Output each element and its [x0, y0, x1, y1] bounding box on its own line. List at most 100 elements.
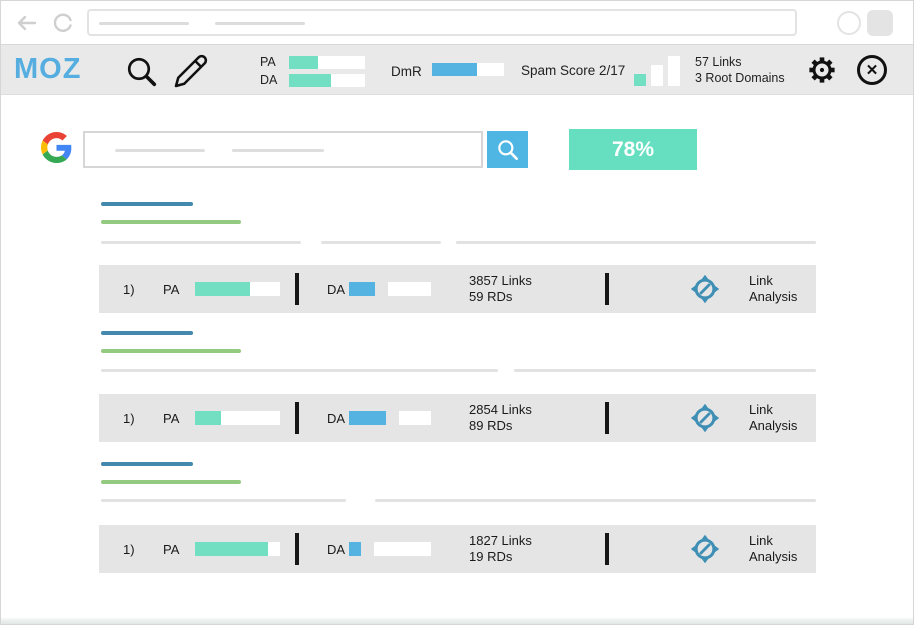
- link-analysis-line1: Link: [749, 533, 773, 548]
- link-analysis-button[interactable]: Link Analysis: [749, 273, 797, 305]
- result-rank: 1): [123, 542, 135, 557]
- link-analysis-line2: Analysis: [749, 289, 798, 304]
- da-meter-gap: [375, 282, 388, 296]
- page-score-button[interactable]: 78%: [569, 129, 697, 170]
- page-score-value: 78%: [611, 137, 655, 161]
- links-count: 1827 Links: [469, 533, 532, 548]
- google-search-input[interactable]: [83, 131, 483, 168]
- result-rank: 1): [123, 411, 135, 426]
- close-icon[interactable]: ✕: [857, 55, 887, 85]
- divider: [295, 533, 299, 565]
- result-url-placeholder: [101, 349, 241, 353]
- result-url-placeholder: [101, 220, 241, 224]
- search-submit-icon: [497, 139, 518, 160]
- dmr-meter: [432, 63, 504, 76]
- pa-meter-fill: [195, 411, 221, 425]
- root-domains-count: 3 Root Domains: [695, 71, 785, 85]
- pa-meter-fill: [195, 282, 251, 296]
- link-analysis-icon[interactable]: [689, 273, 721, 305]
- pa-meter-fill: [195, 542, 269, 556]
- da-meter-gap: [361, 542, 374, 556]
- links-count: 2854 Links: [469, 402, 532, 417]
- pa-meter: [289, 56, 365, 69]
- links-count: 3857 Links: [469, 273, 532, 288]
- query-placeholder-line: [115, 149, 205, 152]
- divider: [295, 273, 299, 305]
- url-bar[interactable]: [87, 9, 797, 36]
- edit-pencil-icon[interactable]: [173, 53, 209, 89]
- snippet-line: [514, 369, 816, 372]
- link-analysis-icon[interactable]: [689, 402, 721, 434]
- da-meter-fill: [349, 542, 362, 556]
- link-analysis-line1: Link: [749, 402, 773, 417]
- pa-meter-fill: [289, 56, 318, 69]
- url-placeholder-line: [99, 22, 189, 25]
- refresh-icon[interactable]: [51, 11, 75, 35]
- da-meter: [349, 411, 431, 425]
- spam-score-label: Spam Score 2/17: [521, 63, 626, 78]
- browser-menu-button[interactable]: [867, 10, 893, 36]
- da-meter-rest: [398, 411, 431, 425]
- profile-avatar[interactable]: [837, 11, 861, 35]
- pa-meter: [195, 411, 280, 425]
- result-rank: 1): [123, 282, 135, 297]
- da-meter-rest: [388, 282, 431, 296]
- pa-label: PA: [260, 55, 276, 69]
- rds-count: 59 RDs: [469, 289, 513, 304]
- query-placeholder-line: [232, 149, 324, 152]
- result-title-placeholder[interactable]: [101, 462, 193, 466]
- link-analysis-button[interactable]: Link Analysis: [749, 402, 797, 434]
- google-search-button[interactable]: [487, 131, 528, 168]
- result-url-placeholder: [101, 480, 241, 484]
- link-analysis-line2: Analysis: [749, 418, 798, 433]
- link-analysis-icon[interactable]: [689, 533, 721, 565]
- snippet-line: [101, 369, 498, 372]
- snippet-line: [321, 241, 441, 244]
- link-counts: 3857 Links 59 RDs: [469, 273, 532, 305]
- da-meter-gap: [386, 411, 399, 425]
- links-summary: 57 Links 3 Root Domains: [695, 54, 785, 86]
- da-meter: [349, 542, 431, 556]
- link-counts: 1827 Links 19 RDs: [469, 533, 532, 565]
- mozbar-metrics-row: 1) PA DA 1827 Links 19 RDs: [99, 525, 816, 573]
- link-analysis-button[interactable]: Link Analysis: [749, 533, 797, 565]
- divider: [605, 533, 609, 565]
- da-meter-fill: [349, 282, 376, 296]
- link-counts: 2854 Links 89 RDs: [469, 402, 532, 434]
- spam-bar-low: [634, 74, 646, 86]
- browser-chrome: [1, 1, 913, 44]
- spam-bar-mid: [651, 65, 663, 86]
- mozbar-metrics-row: 1) PA DA 2854 Links 89 RDs: [99, 394, 816, 442]
- pa-label: PA: [163, 282, 180, 297]
- gear-icon[interactable]: [805, 53, 839, 87]
- snippet-line: [456, 241, 816, 244]
- link-analysis-line2: Analysis: [749, 549, 798, 564]
- divider: [605, 402, 609, 434]
- search-icon[interactable]: [124, 54, 160, 90]
- pa-label: PA: [163, 542, 180, 557]
- google-logo: [41, 132, 72, 163]
- url-placeholder-line: [215, 22, 305, 25]
- da-meter-fill: [289, 74, 331, 87]
- rds-count: 19 RDs: [469, 549, 513, 564]
- da-label: DA: [327, 282, 346, 297]
- result-title-placeholder[interactable]: [101, 202, 193, 206]
- snippet-line: [101, 499, 346, 502]
- da-label: DA: [260, 73, 278, 87]
- da-label: DA: [327, 411, 346, 426]
- snippet-line: [101, 241, 301, 244]
- window-bottom-shadow: [1, 618, 913, 624]
- back-icon[interactable]: [13, 11, 39, 35]
- snippet-line: [375, 499, 816, 502]
- link-analysis-line1: Link: [749, 273, 773, 288]
- da-label: DA: [327, 542, 346, 557]
- divider: [295, 402, 299, 434]
- result-title-placeholder[interactable]: [101, 331, 193, 335]
- da-meter-fill: [349, 411, 386, 425]
- links-count: 57 Links: [695, 55, 742, 69]
- da-meter: [349, 282, 431, 296]
- moz-logo[interactable]: MOZ: [14, 53, 82, 85]
- close-glyph: ✕: [865, 62, 879, 79]
- pa-meter: [195, 282, 280, 296]
